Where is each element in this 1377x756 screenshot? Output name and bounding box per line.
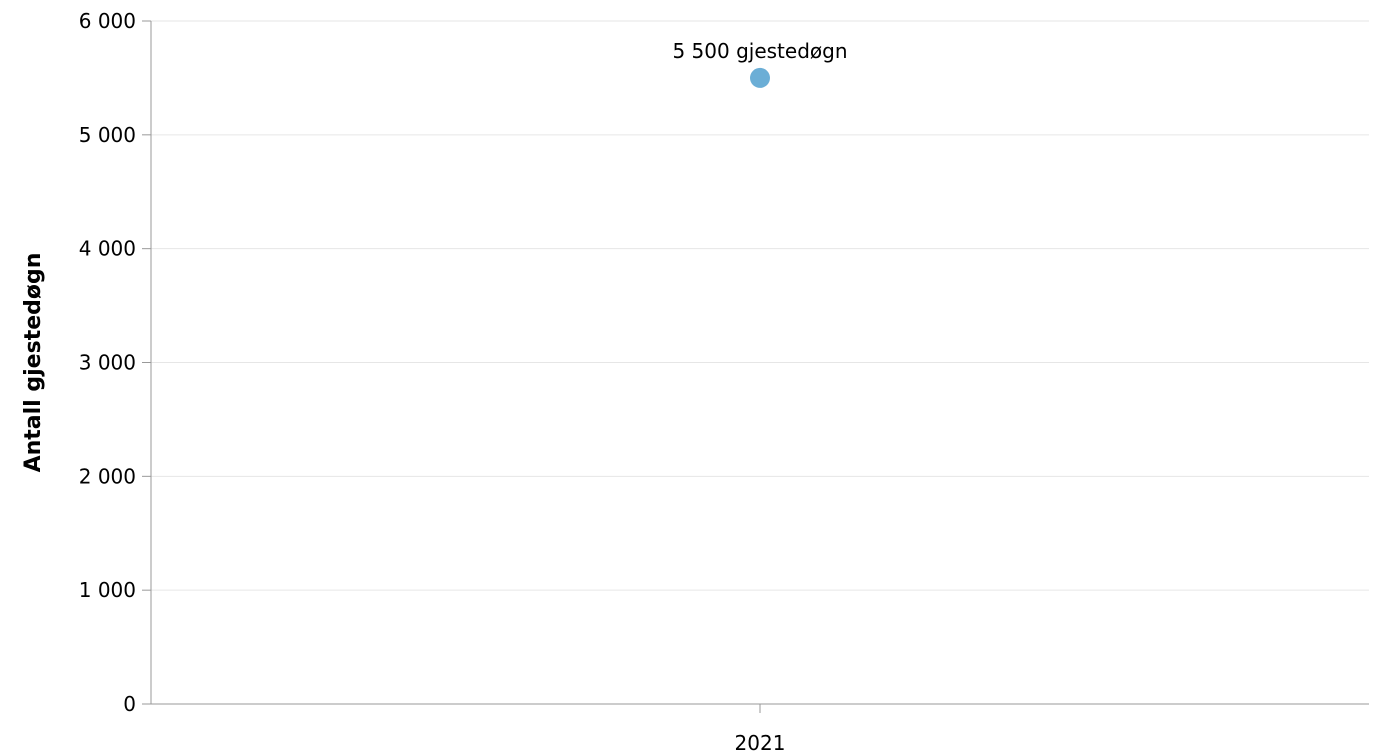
y-axis-ticks: 0 1 000 2 000 3 000 4 000 5 000 6 000	[79, 9, 151, 716]
y-tick-label: 4 000	[79, 237, 136, 261]
x-tick-label: 2021	[735, 731, 786, 755]
y-tick-label: 1 000	[79, 578, 136, 602]
data-label: 5 500 gjestedøgn	[672, 39, 847, 63]
data-point	[750, 67, 770, 88]
y-tick-label: 6 000	[79, 9, 136, 33]
grid-lines	[151, 20, 1369, 591]
y-tick-label: 3 000	[79, 351, 136, 375]
y-tick-label: 2 000	[79, 464, 136, 488]
y-axis-title: Antall gjestedøgn	[21, 253, 46, 473]
y-tick-label: 5 000	[79, 123, 136, 147]
y-tick-label: 0	[123, 692, 136, 716]
data-points: 5 500 gjestedøgn	[672, 39, 848, 88]
x-axis-ticks: 2021	[735, 704, 786, 755]
